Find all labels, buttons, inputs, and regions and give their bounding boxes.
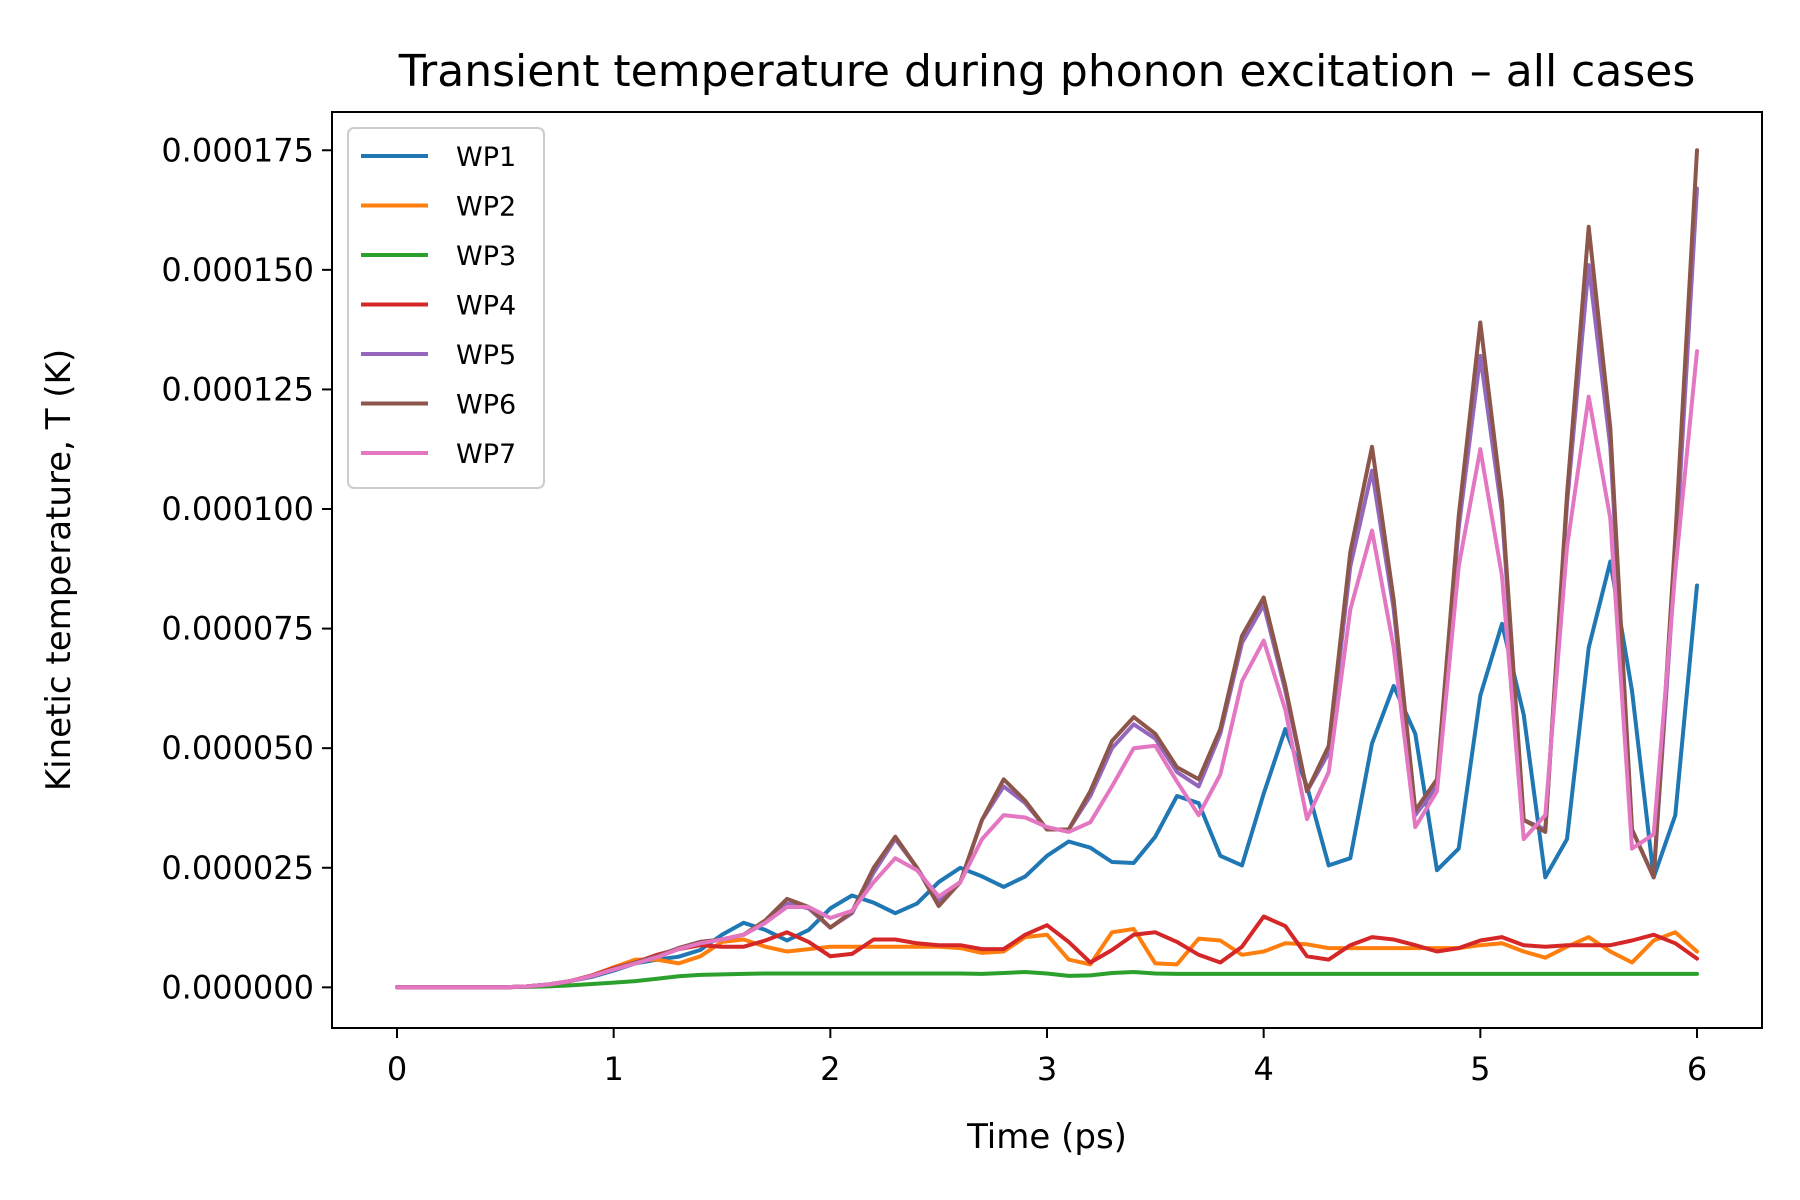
x-tick-label: 3 — [1037, 1050, 1057, 1088]
y-axis-label: Kinetic temperature, T (K) — [39, 349, 79, 791]
legend-label: WP5 — [456, 340, 516, 371]
legend-box — [347, 127, 545, 489]
x-axis-label: Time (ps) — [966, 1117, 1127, 1157]
x-tick-label: 0 — [387, 1050, 407, 1088]
legend-label: WP4 — [456, 291, 516, 322]
y-tick-label: 0.000075 — [161, 610, 314, 648]
x-tick-label: 6 — [1687, 1050, 1707, 1088]
x-tick-label: 2 — [820, 1050, 840, 1088]
x-tick-label: 5 — [1470, 1050, 1490, 1088]
y-tick-label: 0.000025 — [161, 849, 314, 887]
legend-label: WP6 — [456, 390, 516, 421]
chart-title: Transient temperature during phonon exci… — [398, 46, 1696, 97]
y-tick-label: 0.000125 — [161, 370, 314, 408]
legend-label: WP3 — [456, 241, 516, 272]
y-tick-label: 0.000050 — [161, 729, 314, 767]
legend-label: WP1 — [456, 142, 516, 173]
y-tick-label: 0.000000 — [161, 968, 314, 1006]
legend-label: WP2 — [456, 192, 516, 223]
series-line-wp7 — [395, 349, 1699, 990]
series-layer — [395, 148, 1699, 990]
x-axis: 0 1 2 3 4 5 6 — [387, 1028, 1707, 1088]
x-tick-label: 1 — [603, 1050, 623, 1088]
y-tick-label: 0.000175 — [161, 131, 314, 169]
legend-label: WP7 — [456, 439, 516, 470]
legend: WP1 WP2 WP3 WP4 WP5 WP6 WP7 — [347, 127, 545, 489]
y-tick-label: 0.000100 — [161, 490, 314, 528]
x-tick-label: 4 — [1253, 1050, 1273, 1088]
y-tick-label: 0.000150 — [161, 251, 314, 289]
y-axis: 0.000000 0.000025 0.000050 0.000075 0.000100… — [161, 131, 332, 1006]
series-line-wp3 — [395, 970, 1699, 990]
